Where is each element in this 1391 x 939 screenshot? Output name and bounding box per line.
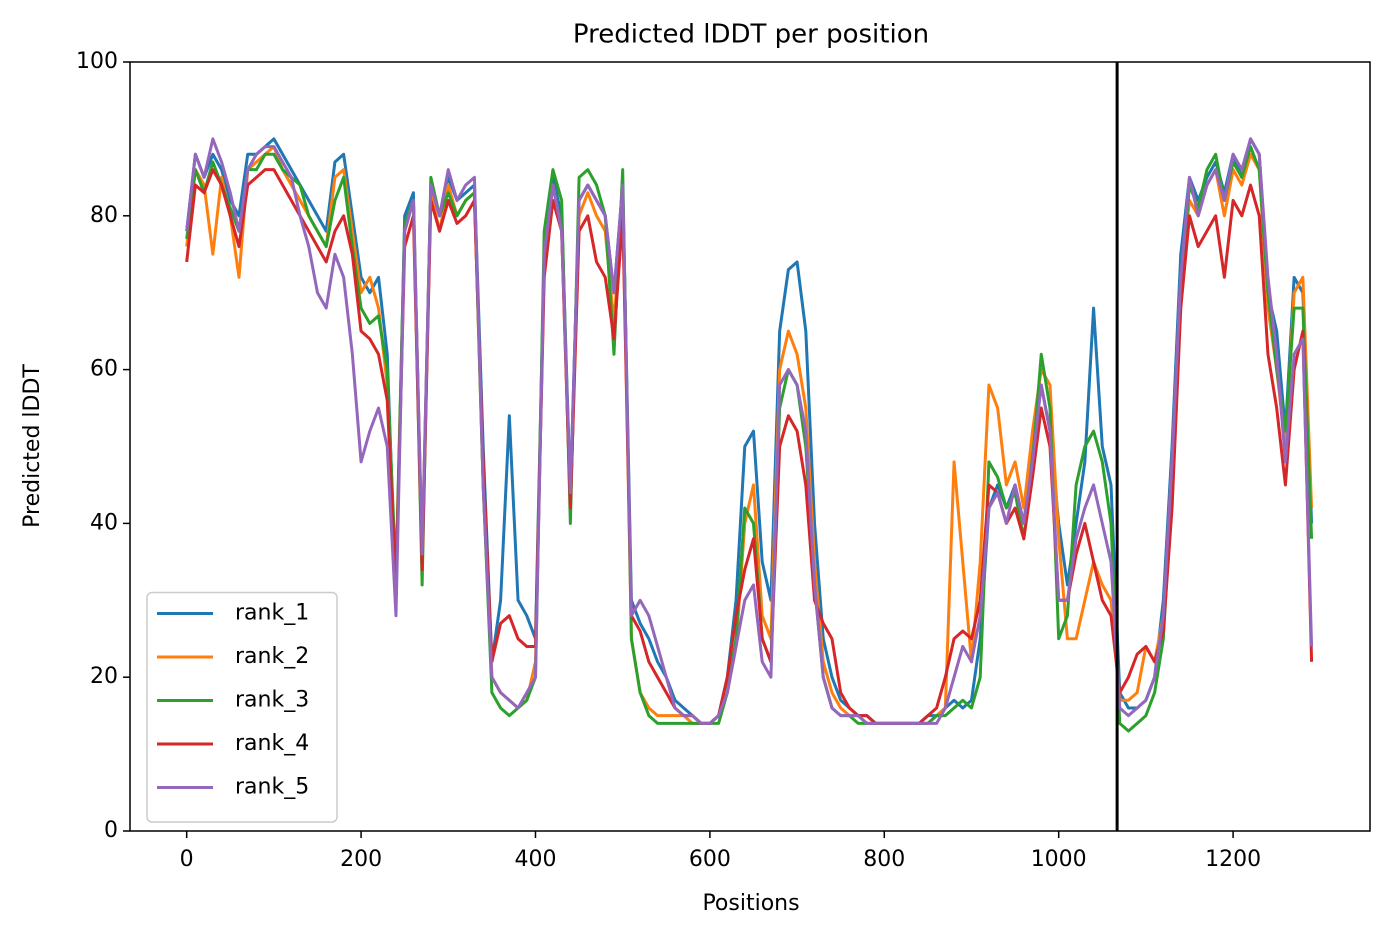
series-line (185, 145, 1314, 725)
x-tick-label: 1000 (1031, 847, 1087, 872)
legend-label: rank_5 (235, 775, 309, 800)
y-tick-label: 0 (104, 818, 118, 843)
series-line (185, 145, 1314, 733)
x-tick-label: 800 (863, 847, 905, 872)
x-tick-label: 0 (180, 847, 194, 872)
y-axis-label: Predicted lDDT (20, 364, 45, 528)
x-tick-label: 1200 (1205, 847, 1261, 872)
y-tick-label: 100 (76, 49, 118, 74)
x-tick-label: 600 (689, 847, 731, 872)
legend-box (146, 591, 338, 823)
series-line (185, 168, 1314, 725)
y-tick-label: 60 (90, 357, 118, 382)
y-tick-label: 40 (90, 510, 118, 535)
x-axis-label: Positions (702, 891, 799, 916)
legend-label: rank_4 (235, 731, 309, 756)
y-tick-label: 80 (90, 203, 118, 228)
series-line (185, 137, 1314, 725)
x-tick-label: 400 (514, 847, 556, 872)
y-tick-label: 20 (90, 664, 118, 689)
legend-label: rank_1 (235, 601, 309, 626)
x-tick-label: 200 (340, 847, 382, 872)
legend-label: rank_2 (235, 644, 309, 669)
plot-frame (129, 61, 1371, 832)
legend-label: rank_3 (235, 688, 309, 713)
chart-title: Predicted lDDT per position (573, 20, 929, 50)
